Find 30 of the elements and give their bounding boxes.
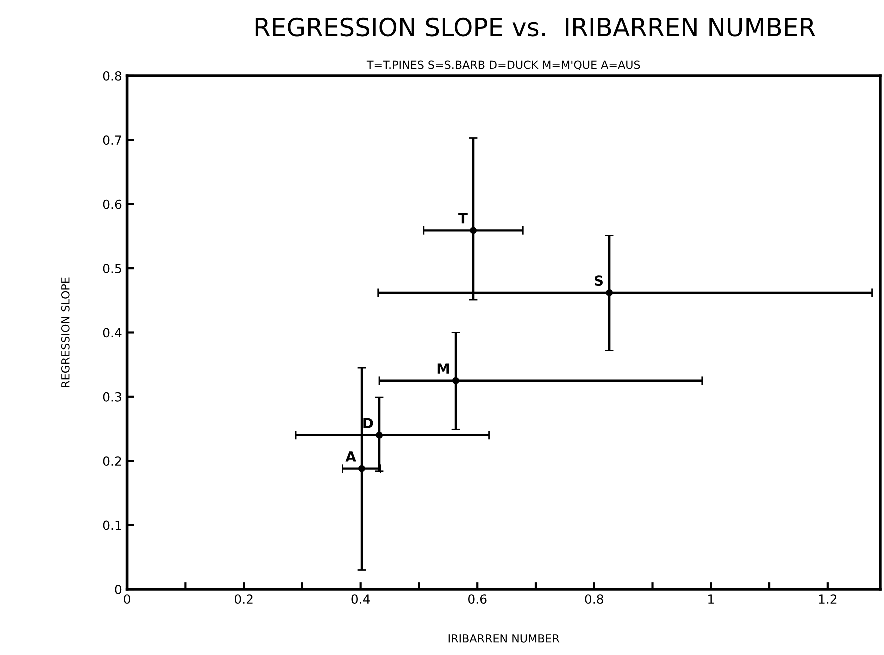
point	[606, 289, 614, 296]
point	[358, 465, 366, 472]
x-tick-label: 1.2	[819, 594, 837, 604]
data-label: A	[346, 452, 356, 462]
y-tick-label: 0	[115, 584, 122, 594]
point	[470, 227, 477, 234]
x-axis-title: IRIBARREN NUMBER	[448, 634, 560, 643]
x-tick-label: 0.4	[352, 594, 370, 604]
y-tick-label: 0.8	[103, 71, 122, 81]
x-tick-label: 0.8	[585, 594, 604, 604]
y-tick-label: 0.4	[103, 328, 122, 338]
data-label: D	[364, 418, 374, 428]
y-tick-label: 0.1	[103, 520, 122, 530]
x-tick-label: 0	[124, 594, 130, 604]
y-tick-label: 0.5	[103, 264, 122, 274]
x-tick-label: 1	[708, 594, 714, 604]
data-label: M	[438, 364, 450, 374]
y-tick-label: 0.7	[103, 136, 122, 146]
x-tick-label: 0.2	[234, 594, 253, 604]
y-axis-title: REGRESSION SLOPE	[61, 278, 70, 388]
chart-subtitle: T=T.PINES S=S.BARB D=DUCK M=M'QUE A=AUS	[366, 60, 640, 70]
data-label: S	[594, 276, 603, 286]
y-tick-label: 0.2	[103, 456, 122, 466]
y-tick-label: 0.3	[103, 392, 122, 402]
point	[376, 432, 383, 439]
point	[452, 377, 460, 384]
chart-title: REGRESSION SLOPE vs. IRIBARREN NUMBER	[256, 18, 816, 37]
y-tick-label: 0.6	[103, 200, 122, 210]
data-label: T	[458, 213, 468, 224]
x-tick-label: 0.6	[468, 594, 487, 604]
